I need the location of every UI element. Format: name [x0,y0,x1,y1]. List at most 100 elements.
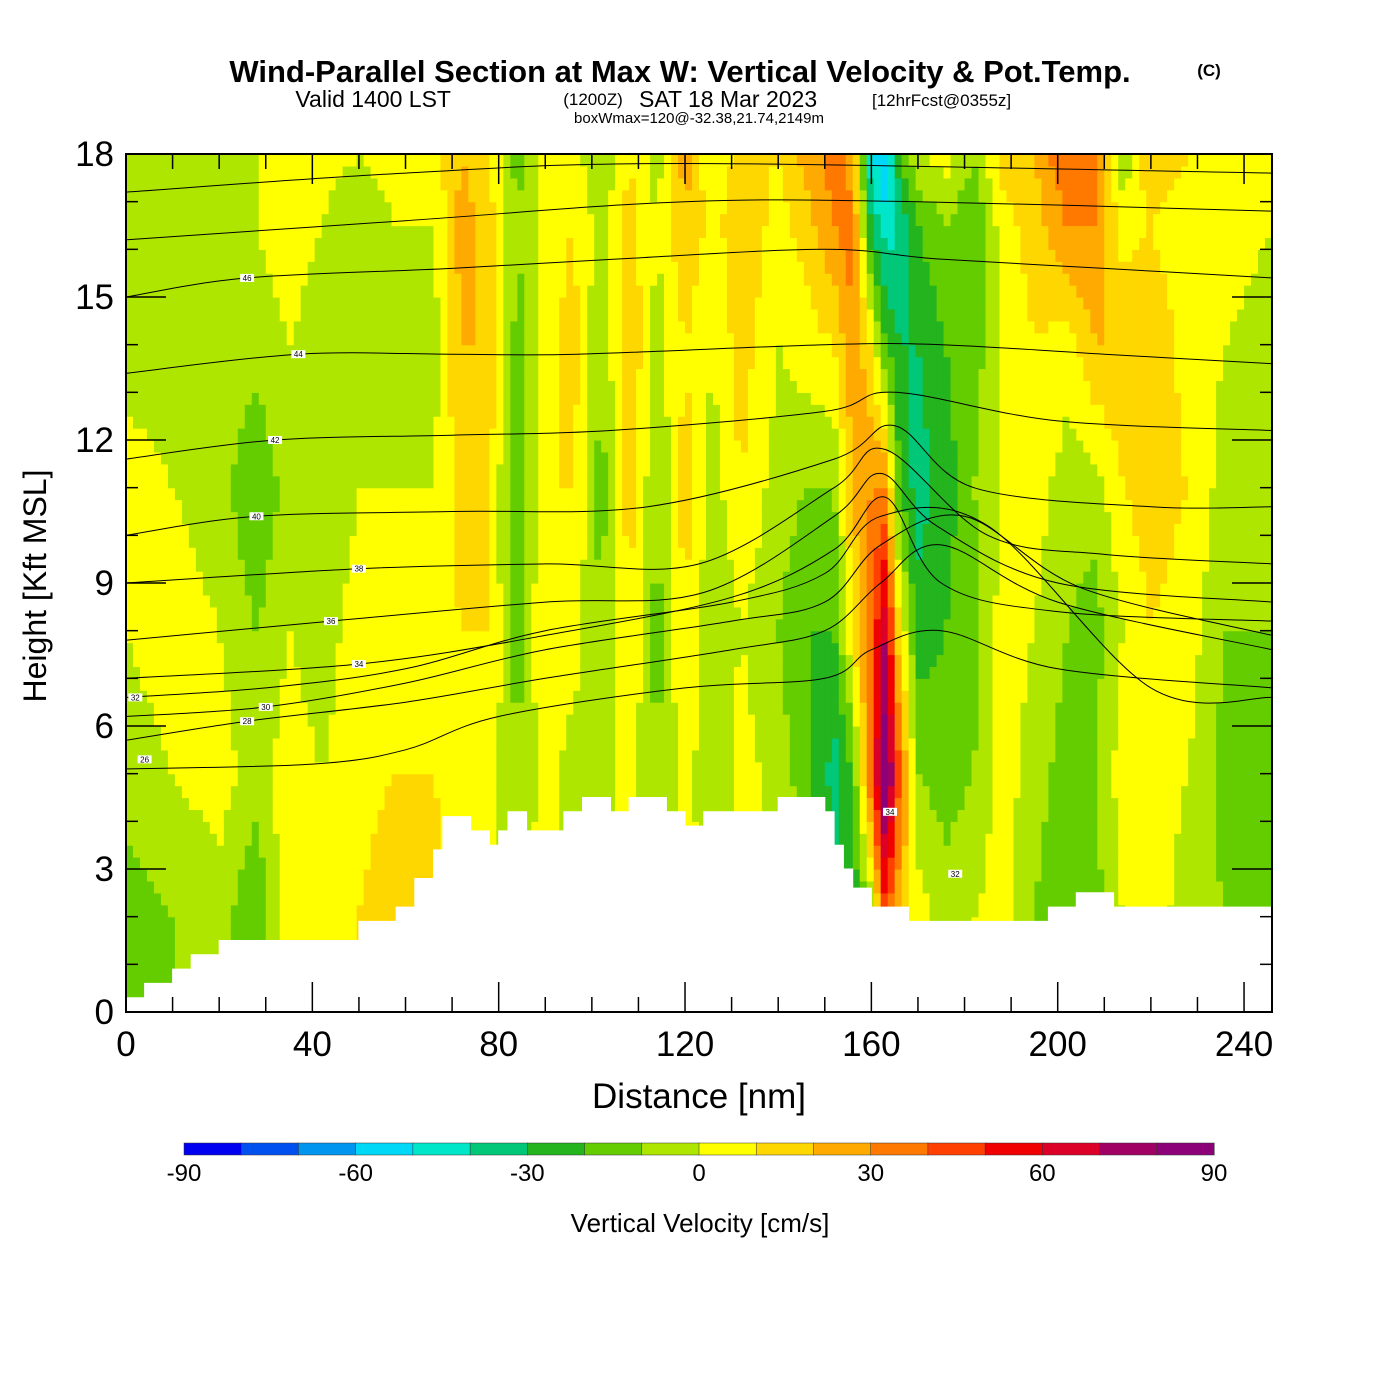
w-cell [126,225,134,239]
w-cell [468,297,476,310]
w-cell [398,189,407,203]
w-cell [209,475,218,489]
w-cell [440,571,449,584]
w-cell [356,523,365,536]
w-cell [230,880,239,894]
w-cell [601,404,609,417]
w-cell [126,654,134,668]
w-cell [475,535,483,548]
w-cell [126,356,134,370]
w-cell [342,773,351,787]
w-cell [545,737,553,751]
w-cell [426,189,435,203]
w-cell [391,261,400,274]
w-cell [363,547,372,560]
w-cell [573,630,581,644]
w-cell [412,785,421,799]
w-cell [370,463,379,477]
w-cell [265,606,274,620]
w-cell [566,201,574,215]
w-cell [188,869,197,882]
w-cell [391,451,400,465]
w-cell [265,428,274,441]
w-cell [419,690,428,703]
w-cell [447,773,456,787]
w-cell [377,571,386,584]
w-cell [279,916,288,930]
w-cell [188,416,197,429]
w-cell [167,308,176,322]
w-cell [230,368,239,382]
w-cell [251,833,260,846]
w-cell [237,451,246,465]
w-cell [195,237,204,250]
w-cell [139,642,148,656]
w-cell [265,880,274,894]
w-cell [405,857,414,870]
w-cell [349,773,358,787]
w-cell [132,809,141,822]
w-cell [146,678,155,691]
w-cell [552,797,560,811]
w-cell [335,666,344,679]
w-cell [482,416,490,429]
w-cell [223,869,232,882]
w-cell [146,880,155,894]
w-cell [545,237,553,250]
w-cell [377,845,386,858]
w-cell [174,392,183,405]
w-cell [433,630,442,644]
w-cell [258,201,267,215]
w-cell [132,749,141,763]
w-cell [167,630,176,644]
w-cell [419,559,428,572]
w-cell [342,571,351,584]
w-cell [433,380,442,393]
w-cell [587,356,595,370]
w-cell [377,463,386,477]
w-cell [349,368,358,382]
w-cell [594,475,602,489]
w-cell [482,261,490,274]
w-cell [202,714,211,727]
w-cell [167,702,176,715]
w-cell [426,177,435,191]
w-cell [195,845,204,858]
w-cell [349,916,358,930]
w-cell [454,308,463,322]
w-cell [405,285,414,298]
w-cell [167,880,176,894]
w-cell [342,344,351,358]
w-cell [223,737,232,751]
w-cell [307,702,316,715]
w-cell [286,285,295,298]
w-cell [202,440,211,453]
w-cell [405,678,414,691]
w-cell [419,773,428,787]
w-cell [384,368,393,382]
w-cell [405,463,414,477]
w-cell [587,440,595,453]
w-cell [412,189,421,203]
w-cell [426,666,435,679]
w-cell [300,606,309,620]
w-cell [370,416,379,429]
w-cell [251,606,260,620]
w-cell [384,189,393,203]
w-cell [132,273,141,286]
w-cell [272,154,281,167]
w-cell [307,857,316,870]
w-cell [328,225,337,239]
w-cell [279,225,288,239]
w-cell [251,523,260,536]
w-cell [587,261,595,274]
w-cell [139,392,148,405]
w-cell [433,559,442,572]
w-cell [209,308,218,322]
w-cell [370,761,379,775]
w-cell [251,654,260,668]
w-cell [202,928,211,942]
w-cell [461,666,469,679]
w-cell [167,535,176,548]
w-cell [342,380,351,393]
